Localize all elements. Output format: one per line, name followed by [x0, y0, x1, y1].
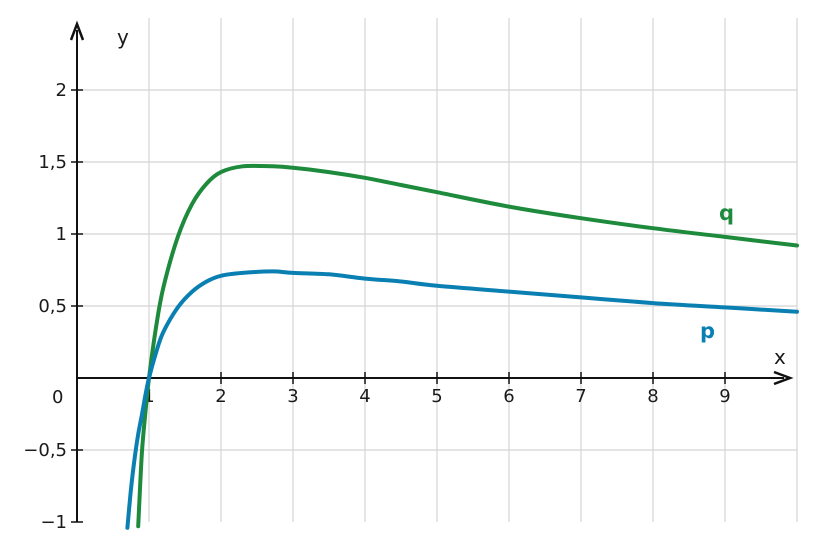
x-tick-label: 3 [287, 386, 298, 407]
y-axis-arrow [69, 20, 85, 41]
series-label-p: p [700, 319, 715, 343]
x-tick-label: 7 [575, 386, 586, 407]
y-tick-label: 1 [56, 224, 67, 245]
axes: x y 0 [52, 20, 794, 522]
x-tick-label: 8 [647, 386, 658, 407]
x-tick-label: 4 [359, 386, 370, 407]
x-tick-label: 6 [503, 386, 514, 407]
x-tick-label: 5 [431, 386, 442, 407]
x-axis-label: x [774, 345, 786, 369]
x-axis-arrow [773, 370, 794, 386]
y-tick-label: 0,5 [38, 296, 67, 317]
y-axis-label: y [117, 25, 129, 49]
series-label-q: q [719, 201, 734, 225]
curve-p [125, 269, 799, 530]
ticks: 1 2 3 4 5 6 7 8 9 −1 −0,5 0,5 1 1,5 2 [23, 80, 730, 533]
y-tick-label: −1 [40, 512, 67, 533]
y-tick-label: 2 [56, 80, 67, 101]
x-tick-label: 2 [215, 386, 226, 407]
y-tick-label: −0,5 [23, 440, 67, 461]
y-tick-label: 1,5 [38, 152, 67, 173]
x-tick-label: 9 [719, 386, 730, 407]
x-tick-label: 1 [143, 386, 154, 407]
grid [77, 18, 798, 522]
curves [125, 163, 799, 530]
series-labels: qp [700, 201, 734, 343]
origin-label: 0 [52, 387, 63, 408]
curve-q [136, 163, 799, 529]
